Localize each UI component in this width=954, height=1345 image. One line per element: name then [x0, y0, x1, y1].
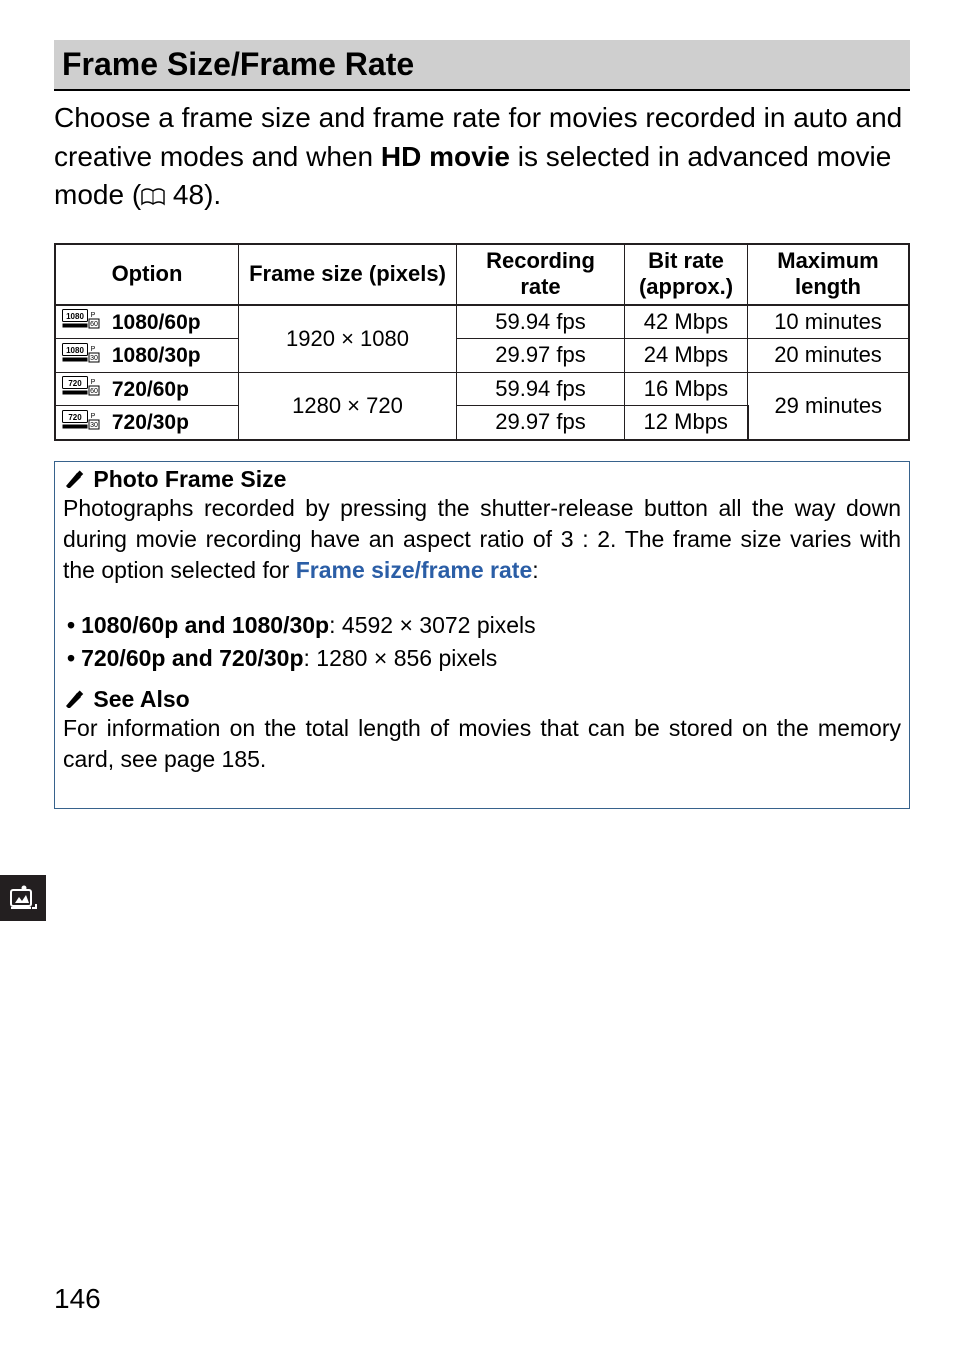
intro-d: 48).: [165, 179, 221, 210]
page-number: 146: [54, 1283, 101, 1315]
cell-option: 1080 P 30 1080/30p: [55, 339, 239, 373]
option-label: 720/60p: [112, 378, 189, 401]
side-tab-icon: [0, 875, 46, 921]
svg-text:P: P: [91, 312, 96, 319]
option-label: 1080/30p: [112, 344, 201, 367]
svg-text:P: P: [91, 379, 96, 386]
svg-text:60: 60: [90, 321, 98, 328]
bullet-text: : 4592 × 3072 pixels: [329, 612, 536, 638]
th-bitrate: Bit rate (approx.): [625, 244, 748, 305]
cell-bit: 42 Mbps: [625, 305, 748, 339]
resolution-badge-icon: 720 P 30: [62, 410, 100, 436]
th-bitrate-l2: (approx.): [639, 274, 733, 299]
resolution-badge-icon: 720 P 60: [62, 376, 100, 402]
heading-text: Frame Size/Frame Rate: [62, 46, 902, 83]
cell-rate: 59.94 fps: [457, 372, 625, 406]
th-rate: Recording rate: [457, 244, 625, 305]
cell-size: 1280 × 720: [239, 372, 457, 440]
pencil-icon: [63, 469, 85, 491]
bullet-text: : 1280 × 856 pixels: [304, 645, 498, 671]
note-box: Photo Frame Size Photographs recorded by…: [54, 461, 910, 809]
note2-body: For information on the total length of m…: [63, 713, 901, 775]
bullet-bold: 1080/60p and 1080/30p: [81, 612, 329, 638]
svg-text:P: P: [91, 346, 96, 353]
n1c: :: [532, 557, 538, 583]
cell-max: 20 minutes: [748, 339, 910, 373]
table-row: 1080 P 30 1080/30p 29.97 fps 24 Mbps 20 …: [55, 339, 909, 373]
cell-size: 1920 × 1080: [239, 305, 457, 373]
spec-table: Option Frame size (pixels) Recording rat…: [54, 243, 910, 441]
th-framesize: Frame size (pixels): [239, 244, 457, 305]
bullet-bold: 720/60p and 720/30p: [81, 645, 303, 671]
table-row: 1080 P 60 1080/60p 1920 × 1080 59.94 fps…: [55, 305, 909, 339]
cell-rate: 29.97 fps: [457, 339, 625, 373]
cell-rate: 29.97 fps: [457, 406, 625, 440]
list-item: 1080/60p and 1080/30p: 4592 × 3072 pixel…: [67, 609, 901, 642]
note2-title-line: See Also: [63, 686, 901, 713]
option-label: 720/30p: [112, 411, 189, 434]
svg-text:1080: 1080: [66, 312, 84, 321]
th-bitrate-l1: Bit rate: [648, 248, 724, 273]
list-item: 720/60p and 720/30p: 1280 × 856 pixels: [67, 642, 901, 675]
cell-rate: 59.94 fps: [457, 305, 625, 339]
cell-bit: 16 Mbps: [625, 372, 748, 406]
resolution-badge-icon: 1080 P 60: [62, 309, 100, 335]
note1-title-line: Photo Frame Size: [63, 466, 901, 493]
note1-title: Photo Frame Size: [93, 466, 286, 492]
resolution-badge-icon: 1080 P 30: [62, 343, 100, 369]
table-row: 720 P 60 720/60p 1280 × 720 59.94 fps 16…: [55, 372, 909, 406]
bullet-list: 1080/60p and 1080/30p: 4592 × 3072 pixel…: [63, 609, 901, 676]
svg-text:P: P: [91, 413, 96, 420]
svg-text:30: 30: [90, 355, 98, 362]
th-maxlen: Maximum length: [748, 244, 910, 305]
svg-text:720: 720: [68, 413, 82, 422]
th-option: Option: [55, 244, 239, 305]
note1-body: Photographs recorded by pressing the shu…: [63, 493, 901, 586]
svg-text:30: 30: [90, 422, 98, 429]
n1b: Frame size/frame rate: [296, 557, 533, 583]
cell-bit: 24 Mbps: [625, 339, 748, 373]
svg-text:720: 720: [68, 379, 82, 388]
cell-option: 720 P 60 720/60p: [55, 372, 239, 406]
intro-b: HD movie: [381, 141, 510, 172]
book-icon: [141, 188, 165, 206]
cell-option: 720 P 30 720/30p: [55, 406, 239, 440]
section-heading: Frame Size/Frame Rate: [54, 40, 910, 91]
option-label: 1080/60p: [112, 311, 201, 334]
cell-max: 10 minutes: [748, 305, 910, 339]
cell-option: 1080 P 60 1080/60p: [55, 305, 239, 339]
svg-text:1080: 1080: [66, 346, 84, 355]
table-header-row: Option Frame size (pixels) Recording rat…: [55, 244, 909, 305]
pencil-icon: [63, 689, 85, 711]
cell-bit: 12 Mbps: [625, 406, 748, 440]
intro-paragraph: Choose a frame size and frame rate for m…: [54, 99, 910, 215]
svg-text:60: 60: [90, 388, 98, 395]
note2-title: See Also: [93, 686, 189, 712]
cell-max: 29 minutes: [748, 372, 910, 440]
